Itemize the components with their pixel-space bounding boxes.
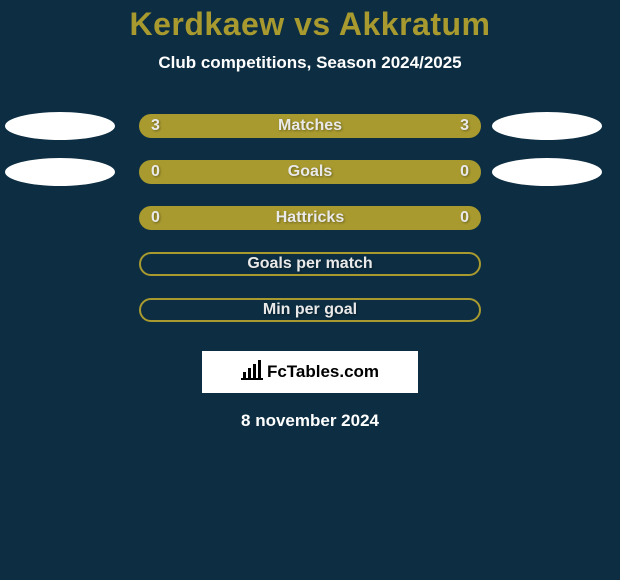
page-title: Kerdkaew vs Akkratum	[0, 6, 620, 43]
stat-right-value: 0	[460, 209, 469, 227]
stat-label: Min per goal	[263, 301, 357, 319]
stat-row-goals-per-match: Goals per match	[0, 241, 620, 287]
date-text: 8 november 2024	[0, 411, 620, 431]
player-right-ellipse	[492, 158, 602, 186]
title-left-name: Kerdkaew	[130, 6, 285, 42]
brand-badge[interactable]: FcTables.com	[202, 351, 418, 393]
stat-label: Matches	[278, 117, 342, 135]
stat-bar: 0 Hattricks 0	[139, 206, 481, 230]
stat-right-value: 0	[460, 163, 469, 181]
stat-left-value: 0	[151, 163, 160, 181]
chart-icon	[241, 360, 263, 385]
title-right-name: Akkratum	[339, 6, 491, 42]
player-right-ellipse	[492, 112, 602, 140]
player-left-ellipse	[5, 112, 115, 140]
stat-bar: 0 Goals 0	[139, 160, 481, 184]
stat-row-hattricks: 0 Hattricks 0	[0, 195, 620, 241]
stat-row-matches: 3 Matches 3	[0, 103, 620, 149]
subtitle: Club competitions, Season 2024/2025	[0, 53, 620, 73]
stat-bar: Goals per match	[139, 252, 481, 276]
player-left-ellipse	[5, 158, 115, 186]
brand-text: FcTables.com	[267, 362, 379, 382]
stat-bar: Min per goal	[139, 298, 481, 322]
stat-label: Goals	[288, 163, 332, 181]
comparison-card: Kerdkaew vs Akkratum Club competitions, …	[0, 0, 620, 580]
stat-right-value: 3	[460, 117, 469, 135]
title-vs: vs	[285, 6, 339, 42]
stats-rows: 3 Matches 3 0 Goals 0 0 Hattricks 0	[0, 103, 620, 333]
stat-left-value: 0	[151, 209, 160, 227]
stat-bar: 3 Matches 3	[139, 114, 481, 138]
stat-row-min-per-goal: Min per goal	[0, 287, 620, 333]
stat-left-value: 3	[151, 117, 160, 135]
stat-label: Hattricks	[276, 209, 344, 227]
stat-row-goals: 0 Goals 0	[0, 149, 620, 195]
stat-label: Goals per match	[247, 255, 372, 273]
